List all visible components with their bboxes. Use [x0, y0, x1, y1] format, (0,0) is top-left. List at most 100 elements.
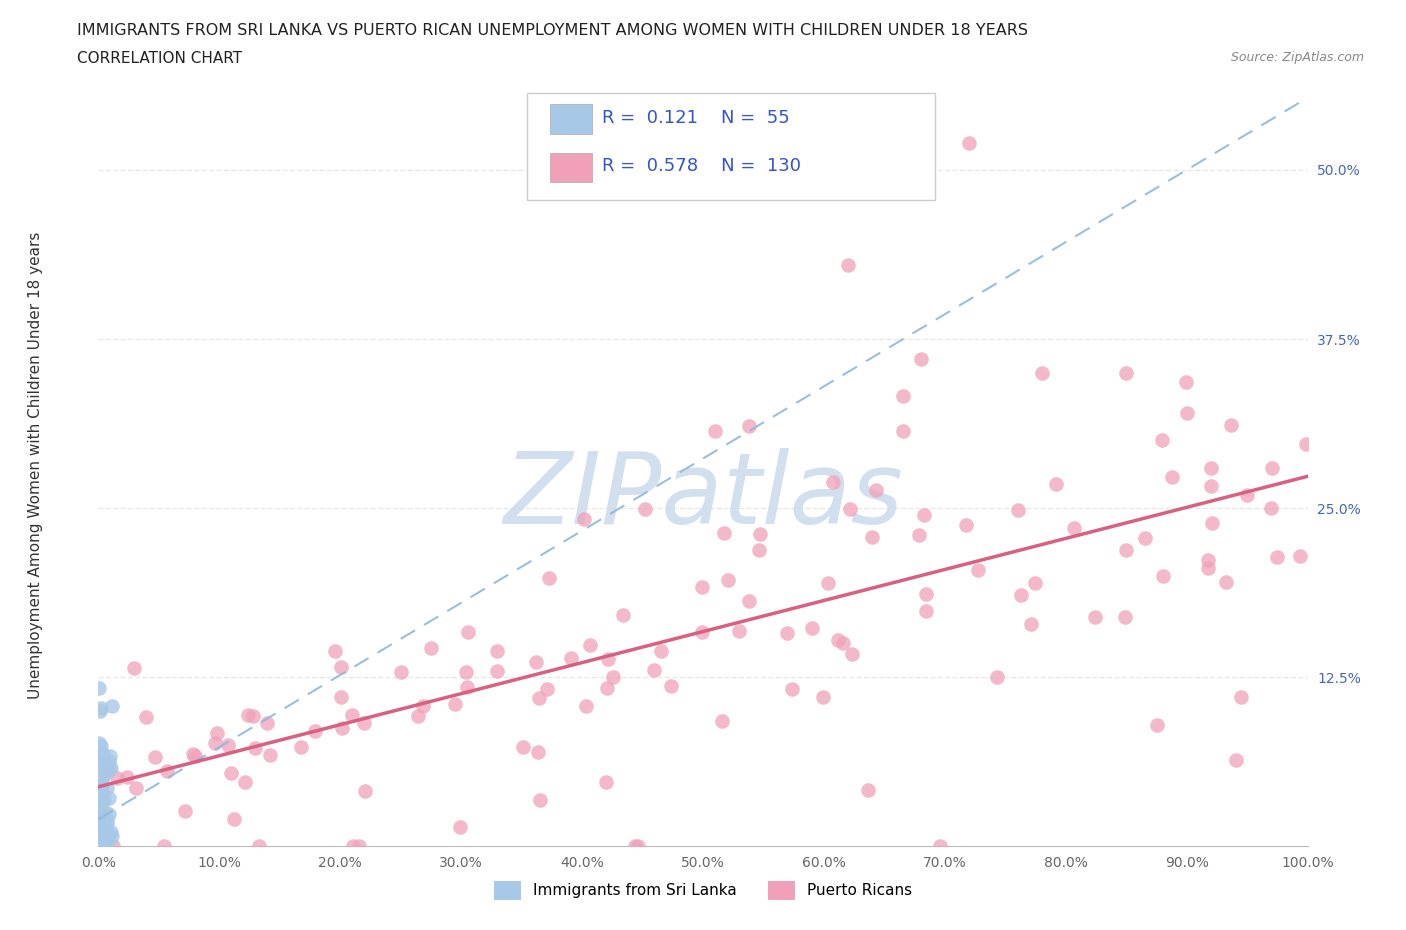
Point — [1289, 549, 1312, 564]
Point — [329, 690, 352, 705]
Point — [624, 839, 647, 854]
Point — [893, 423, 915, 438]
Point — [1197, 553, 1219, 568]
Point — [536, 682, 558, 697]
Point — [914, 604, 936, 618]
Point — [837, 258, 859, 272]
Point — [831, 636, 853, 651]
Point — [204, 736, 226, 751]
Point — [529, 792, 551, 807]
Point — [1199, 460, 1222, 475]
Point — [717, 573, 740, 588]
Point — [596, 681, 619, 696]
Point — [90, 761, 112, 776]
Point — [713, 525, 735, 540]
Point — [512, 740, 534, 755]
Point — [153, 839, 176, 854]
Point — [91, 768, 114, 783]
Point — [89, 810, 111, 825]
Point — [89, 801, 111, 816]
Point — [90, 825, 112, 840]
Point — [612, 608, 634, 623]
Point — [89, 826, 111, 841]
Point — [912, 508, 935, 523]
Point — [692, 625, 714, 640]
Point — [1230, 689, 1253, 704]
Point — [242, 709, 264, 724]
Point — [87, 680, 110, 695]
Point — [1024, 576, 1046, 591]
Point — [96, 813, 118, 828]
Text: Source: ZipAtlas.com: Source: ZipAtlas.com — [1230, 51, 1364, 64]
Point — [538, 570, 561, 585]
Point — [97, 790, 120, 805]
Point — [101, 698, 124, 713]
Point — [100, 761, 122, 776]
Point — [1115, 365, 1137, 380]
Point — [602, 670, 624, 684]
Point — [1175, 406, 1198, 421]
Point — [330, 659, 353, 674]
Point — [135, 709, 157, 724]
Point — [775, 626, 797, 641]
Point — [738, 594, 761, 609]
Point — [233, 775, 256, 790]
Point — [710, 714, 733, 729]
Point — [90, 700, 112, 715]
Text: R =  0.578    N =  130: R = 0.578 N = 130 — [602, 157, 801, 176]
Point — [860, 530, 883, 545]
Point — [596, 652, 619, 667]
Point — [1215, 575, 1237, 590]
Point — [1175, 374, 1198, 389]
Point — [800, 620, 823, 635]
Point — [865, 483, 887, 498]
Point — [1045, 477, 1067, 492]
Point — [89, 813, 111, 828]
Point — [748, 543, 770, 558]
Point — [156, 764, 179, 778]
Point — [823, 474, 845, 489]
Point — [91, 821, 114, 836]
Point — [347, 839, 370, 854]
Point — [100, 824, 122, 839]
Point — [486, 644, 509, 658]
Point — [986, 670, 1008, 684]
Point — [454, 665, 477, 680]
Point — [89, 807, 111, 822]
Point — [643, 662, 665, 677]
Point — [967, 563, 990, 578]
Point — [330, 720, 353, 735]
Point — [290, 739, 312, 754]
Point — [89, 777, 111, 791]
Point — [575, 699, 598, 714]
Point — [243, 740, 266, 755]
Point — [839, 501, 862, 516]
Point — [527, 690, 550, 705]
Point — [96, 781, 118, 796]
Text: ZIPatlas: ZIPatlas — [503, 448, 903, 545]
Point — [1199, 479, 1222, 494]
Point — [342, 839, 364, 854]
Point — [856, 783, 879, 798]
Point — [354, 784, 377, 799]
Point — [93, 818, 115, 833]
Point — [737, 418, 759, 433]
Point — [526, 744, 548, 759]
Point — [449, 820, 471, 835]
Point — [219, 765, 242, 780]
Point — [578, 637, 600, 652]
Point — [184, 749, 207, 764]
Point — [90, 755, 112, 770]
Point — [101, 829, 124, 844]
Point — [97, 764, 120, 778]
Point — [1201, 515, 1223, 530]
Point — [1161, 470, 1184, 485]
Point — [389, 664, 412, 679]
Point — [703, 424, 725, 439]
Point — [98, 826, 121, 841]
Point — [955, 517, 977, 532]
Point — [412, 698, 434, 713]
Point — [486, 663, 509, 678]
Point — [910, 352, 932, 366]
Point — [907, 528, 929, 543]
